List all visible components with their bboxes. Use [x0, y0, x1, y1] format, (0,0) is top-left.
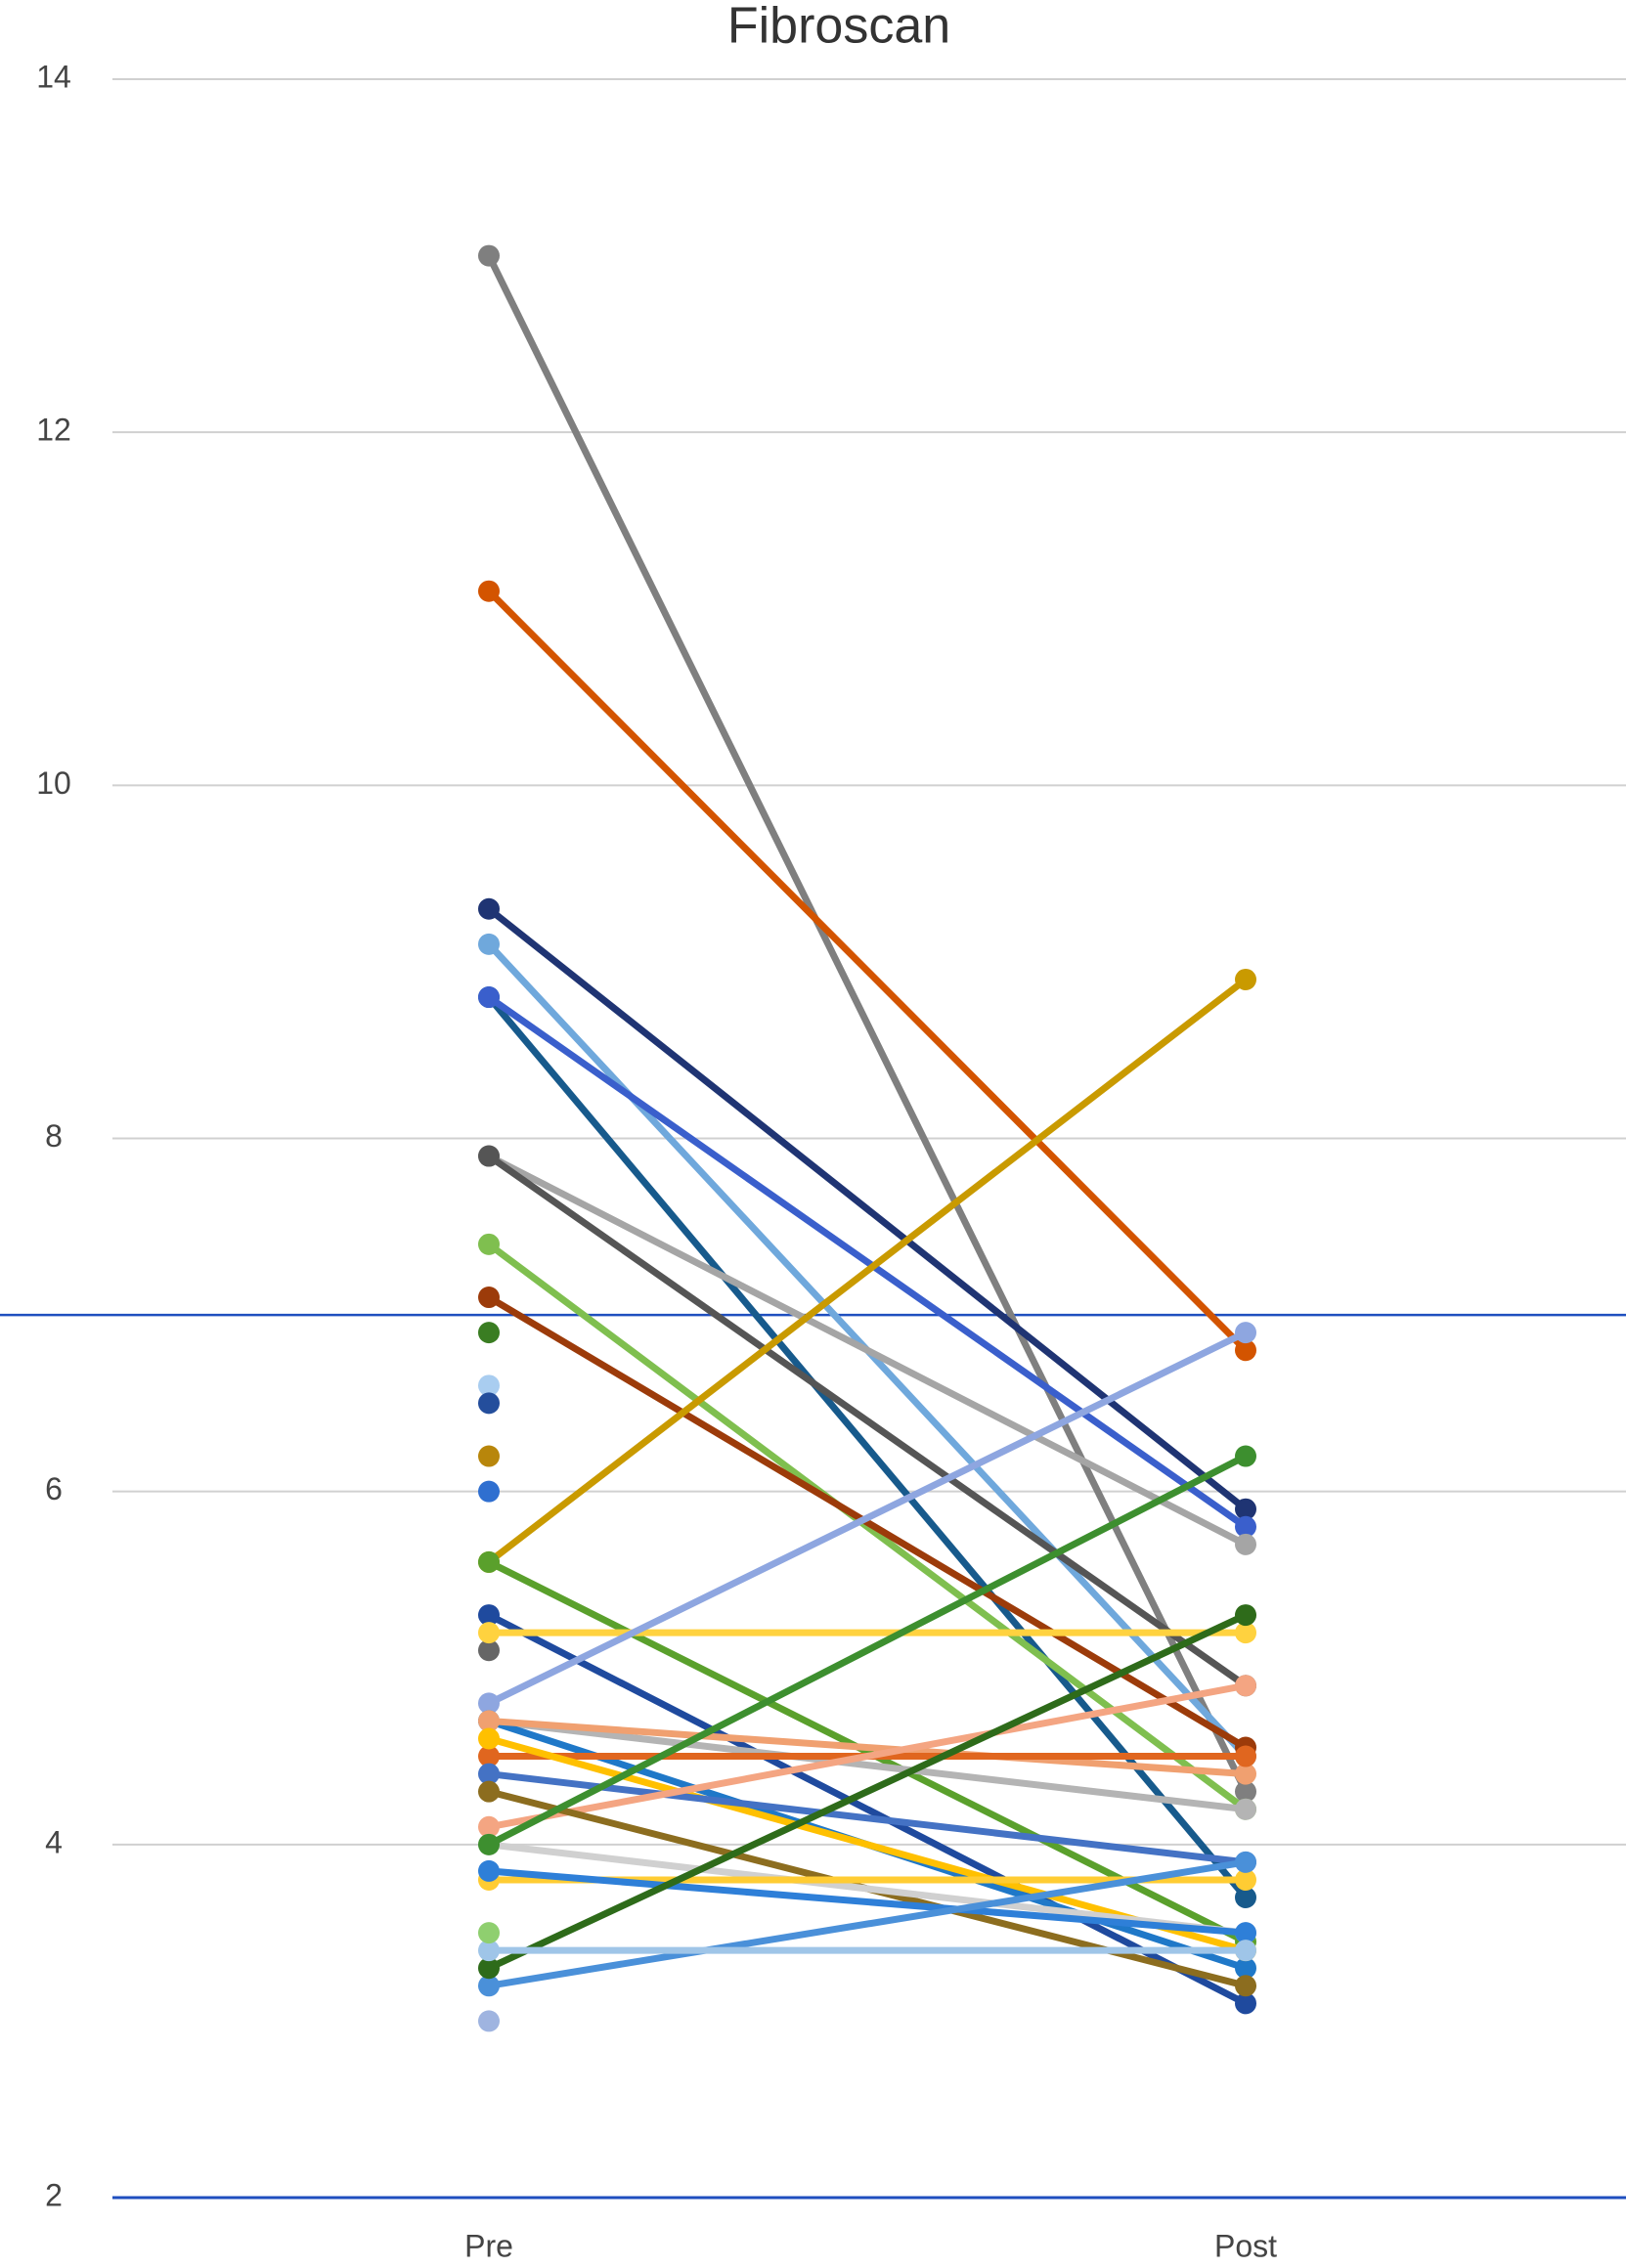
y-tick-label: 14 [36, 59, 71, 94]
data-point [1235, 1533, 1256, 1555]
series-line [487, 1453, 1248, 1848]
data-point [1235, 1922, 1256, 1944]
data-point [478, 1480, 500, 1503]
series-line [488, 1858, 1247, 1989]
data-point [478, 1859, 500, 1882]
data-point [1235, 1339, 1256, 1362]
data-point [478, 1745, 500, 1767]
series-line [488, 1867, 1247, 1937]
series-line [486, 1242, 1249, 1812]
data-point [478, 1763, 500, 1785]
series-line [486, 905, 1249, 1512]
data-point [1235, 1992, 1256, 2015]
data-point [1235, 1940, 1256, 1962]
data-point [478, 897, 500, 920]
data-point [478, 1233, 500, 1255]
data-point [1235, 1763, 1256, 1785]
data-point [478, 2010, 500, 2032]
y-tick-label: 6 [45, 1471, 63, 1506]
series-line [486, 589, 1249, 1353]
data-point [1235, 1322, 1256, 1344]
data-point [478, 1622, 500, 1644]
data-point [1235, 1957, 1256, 1980]
data-point [1235, 968, 1256, 990]
y-tick-label: 2 [45, 2177, 63, 2212]
data-point [1235, 1887, 1256, 1909]
data-point [478, 1833, 500, 1855]
series-line [488, 1681, 1247, 1831]
series-line [488, 1841, 1247, 1937]
data-point [1235, 1515, 1256, 1538]
data-point [478, 1940, 500, 1962]
x-tick-label: Pre [464, 2228, 513, 2263]
data-point [478, 1815, 500, 1838]
data-point [1235, 1798, 1256, 1820]
data-point [1235, 1745, 1256, 1767]
y-tick-label: 8 [45, 1118, 63, 1154]
series-line [486, 994, 1249, 1530]
data-point [478, 1322, 500, 1344]
series-line [486, 977, 1249, 1565]
data-point [478, 1445, 500, 1467]
data-point [478, 1780, 500, 1803]
data-point [1235, 1868, 1256, 1891]
series-line [487, 1611, 1248, 2007]
series-line [487, 1153, 1248, 1548]
series-line [485, 254, 1250, 1794]
data-point [478, 986, 500, 1009]
data-point [1235, 1622, 1256, 1644]
data-point [1235, 1851, 1256, 1873]
data-point [478, 1710, 500, 1732]
series-line [487, 1294, 1248, 1751]
series-line [486, 994, 1249, 1900]
data-point [478, 933, 500, 955]
x-tick-label: Post [1214, 2228, 1277, 2263]
data-point [478, 1604, 500, 1627]
data-point [478, 1692, 500, 1715]
chart-title: Fibroscan [727, 0, 950, 55]
data-point [478, 1922, 500, 1944]
data-point [1235, 1445, 1256, 1467]
series-line [488, 1717, 1247, 1813]
data-point [1235, 1675, 1256, 1697]
data-point [478, 1287, 500, 1309]
series-line [487, 1611, 1248, 1972]
data-point [478, 1957, 500, 1980]
y-tick-label: 4 [45, 1824, 63, 1859]
data-point [478, 1727, 500, 1750]
y-tick-label: 10 [36, 765, 71, 801]
data-point [478, 1639, 500, 1662]
y-tick-label: 12 [36, 413, 71, 448]
data-point [478, 580, 500, 602]
data-point [1235, 1780, 1256, 1803]
data-point [1235, 1975, 1256, 1997]
data-point [478, 1975, 500, 1997]
series-line [487, 1329, 1248, 1707]
data-point [478, 244, 500, 267]
series-line [487, 1558, 1248, 1945]
data-point [478, 1145, 500, 1167]
data-point [478, 1392, 500, 1415]
data-point [1235, 1498, 1256, 1520]
series-line [486, 1153, 1249, 1689]
data-point [1235, 1604, 1256, 1627]
series-line [488, 1717, 1247, 1778]
data-point [478, 1374, 500, 1397]
series-line [488, 1770, 1247, 1866]
data-point [478, 1550, 500, 1573]
